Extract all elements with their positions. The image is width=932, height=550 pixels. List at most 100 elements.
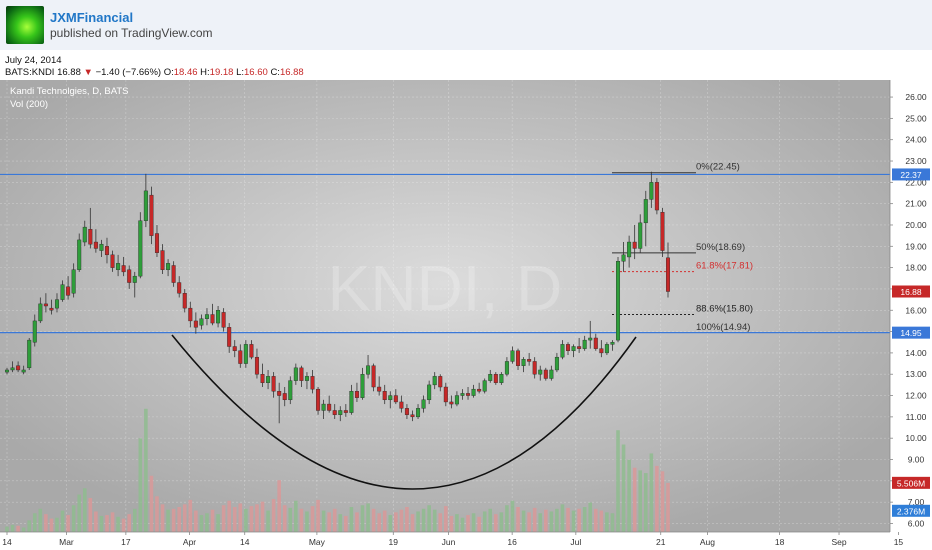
candle-body	[371, 365, 376, 388]
volume-bar	[171, 508, 176, 532]
candle-body	[321, 403, 326, 411]
volume-bar	[271, 498, 276, 532]
volume-bar	[432, 509, 437, 532]
candle-body	[238, 350, 243, 364]
horizontal-lines	[0, 173, 890, 334]
candle-body	[304, 376, 309, 381]
volume-bar	[55, 517, 59, 532]
candle-body	[504, 361, 509, 375]
candlestick-chart[interactable]: KNDI, D 0%(22.45) 50%(18.69) 61.8%(17.81) 8…	[0, 80, 932, 550]
candle-body	[288, 380, 293, 401]
candle-body	[527, 359, 532, 362]
candle-body	[632, 241, 637, 249]
candle-body	[310, 376, 315, 390]
volume-bar	[71, 505, 76, 532]
volume-level-badge-text: 2.376M	[897, 506, 925, 516]
candle-body	[243, 344, 248, 364]
candle-body	[638, 222, 643, 249]
volume-bar	[310, 506, 315, 532]
candle-body	[104, 246, 109, 256]
volume-bar	[355, 512, 359, 532]
volume-bar	[616, 430, 620, 532]
time-tick-label: 14	[2, 537, 12, 547]
volume-bar	[266, 510, 270, 532]
candle-body	[610, 342, 615, 345]
fib-level-label: 88.6%(15.80)	[696, 304, 753, 315]
open-label: O:	[163, 67, 174, 78]
volume-bar	[405, 507, 409, 532]
candle-body	[543, 369, 548, 379]
candle-body	[593, 337, 598, 349]
volume-bar	[21, 527, 26, 532]
candle-body	[282, 393, 287, 401]
price-axis: 6.007.008.009.0010.0011.0012.0013.0014.0…	[889, 80, 930, 532]
price-tick-label: 25.00	[905, 113, 927, 123]
fibonacci-retracement: 0%(22.45) 50%(18.69) 61.8%(17.81) 88.6%(15.…	[612, 162, 753, 333]
candle-body	[454, 395, 459, 405]
candle-body	[582, 339, 587, 349]
high-label: H:	[200, 67, 210, 78]
candle-body	[532, 361, 537, 375]
volume-bar	[116, 516, 120, 532]
candle-body	[21, 369, 26, 373]
volume-bar	[394, 512, 398, 532]
volume-bar	[338, 514, 343, 532]
close-label: C:	[270, 67, 280, 78]
candle-body	[488, 374, 493, 381]
volume-bar	[494, 514, 498, 532]
volume-bar	[344, 515, 348, 532]
volume-bar	[660, 471, 665, 532]
volume-bar	[294, 500, 298, 532]
volume-bar	[110, 512, 115, 532]
volume-bar	[60, 510, 65, 532]
quote-line: BATS:KNDI 16.88 ▼ −1.40 (−7.66%) O:18.46…	[5, 67, 304, 78]
candle-body	[510, 350, 515, 362]
candle-body	[399, 401, 404, 409]
volume-bar	[327, 512, 331, 532]
volume-bar	[177, 507, 181, 532]
candle-body	[554, 356, 559, 371]
price-tick-label: 23.00	[905, 156, 927, 166]
candle-body	[10, 367, 15, 371]
candle-body	[471, 388, 476, 396]
high-value: 19.18	[209, 67, 234, 78]
volume-bar	[188, 499, 193, 532]
candle-body	[449, 401, 454, 405]
candle-body	[32, 320, 37, 343]
candle-body	[421, 399, 426, 409]
price-tick-label: 7.00	[908, 497, 925, 507]
candle-body	[260, 374, 265, 383]
author-avatar[interactable]	[6, 6, 44, 44]
volume-bar	[349, 507, 354, 532]
last-price-badge-text: 16.88	[900, 287, 922, 297]
candle-body	[616, 261, 621, 341]
candle-body	[343, 410, 348, 413]
candle-body	[338, 410, 343, 415]
candle-body	[160, 250, 165, 270]
candle-body	[516, 350, 521, 366]
candle-body	[360, 374, 365, 398]
candle-body	[266, 376, 271, 383]
volume-bar	[605, 512, 609, 532]
price-tick-label: 9.00	[908, 455, 925, 465]
time-tick-label: 18	[775, 537, 785, 547]
fib-level-label: 100%(14.94)	[696, 322, 750, 333]
fib-level-label: 0%(22.45)	[696, 162, 740, 173]
volume-bar	[205, 513, 209, 532]
volume-bar	[249, 506, 254, 532]
low-value: 16.60	[244, 67, 268, 78]
volume-bar	[260, 501, 265, 532]
volume-bar	[232, 507, 237, 532]
volume-bar	[99, 515, 104, 532]
candle-body	[293, 367, 298, 381]
candle-body	[316, 388, 321, 411]
level-price-badge	[892, 326, 930, 339]
candle-body	[549, 369, 554, 379]
volume-bar	[599, 510, 604, 532]
author-name-link[interactable]: JXMFinancial	[50, 10, 134, 25]
volume-bar	[49, 518, 54, 532]
volume-bar	[277, 480, 281, 532]
volume-bar	[610, 513, 615, 532]
volume-bar	[510, 500, 515, 532]
level-price-badge-text: 14.95	[900, 328, 922, 338]
